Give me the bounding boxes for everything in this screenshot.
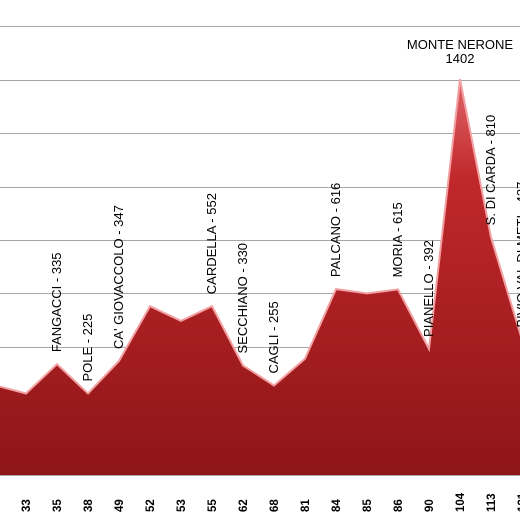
point-label-3: POLE - 225 [80, 314, 95, 382]
x-tick-121: 121 [517, 492, 520, 512]
x-axis-ticks: 2933353849525355626881848586901041131211… [0, 492, 520, 512]
elevation-area [0, 79, 520, 475]
x-tick-84: 84 [331, 499, 343, 512]
point-label-4: CA' GIOVACCOLO - 347 [111, 205, 126, 349]
x-tick-90: 90 [424, 499, 436, 512]
x-tick-68: 68 [269, 499, 281, 512]
point-label-16: S. DI CARDA - 810 [483, 115, 498, 226]
x-tick-52: 52 [145, 499, 157, 512]
x-tick-29: 29 [0, 499, 2, 512]
x-tick-81: 81 [300, 499, 312, 512]
point-label-8: SECCHIANO - 330 [235, 243, 250, 354]
x-tick-49: 49 [114, 499, 126, 512]
point-label-7: CARDELLA - 552 [204, 193, 219, 294]
point-label-17: BIVIO VAL DI METI - 427 [514, 182, 520, 328]
elevation-ridge-line [0, 79, 520, 395]
point-labels: URBANIA - 256 FANGACCI - 335 POLE - 225 CA'… [0, 37, 520, 382]
x-tick-85: 85 [362, 499, 374, 512]
profile-area [0, 79, 520, 476]
point-label-9: CAGLI - 255 [266, 301, 281, 373]
x-tick-33: 33 [21, 499, 33, 512]
x-tick-104: 104 [455, 492, 467, 512]
x-tick-113: 113 [486, 493, 498, 512]
point-label-2: FANGACCI - 335 [49, 252, 64, 352]
x-tick-62: 62 [238, 499, 250, 512]
x-tick-35: 35 [52, 499, 64, 512]
point-label-14: PIANELLO - 392 [421, 240, 436, 337]
point-label-0: URBANIA - 256 [0, 283, 2, 373]
x-tick-38: 38 [83, 499, 95, 512]
peak-value-label: 1402 [446, 51, 475, 66]
point-label-13: MORIA - 615 [390, 202, 405, 277]
x-tick-55: 55 [207, 499, 219, 512]
peak-name-label: MONTE NERONE [407, 37, 514, 52]
x-tick-86: 86 [393, 499, 405, 512]
point-label-11: PALCANO - 616 [328, 183, 343, 277]
x-tick-53: 53 [176, 499, 188, 512]
